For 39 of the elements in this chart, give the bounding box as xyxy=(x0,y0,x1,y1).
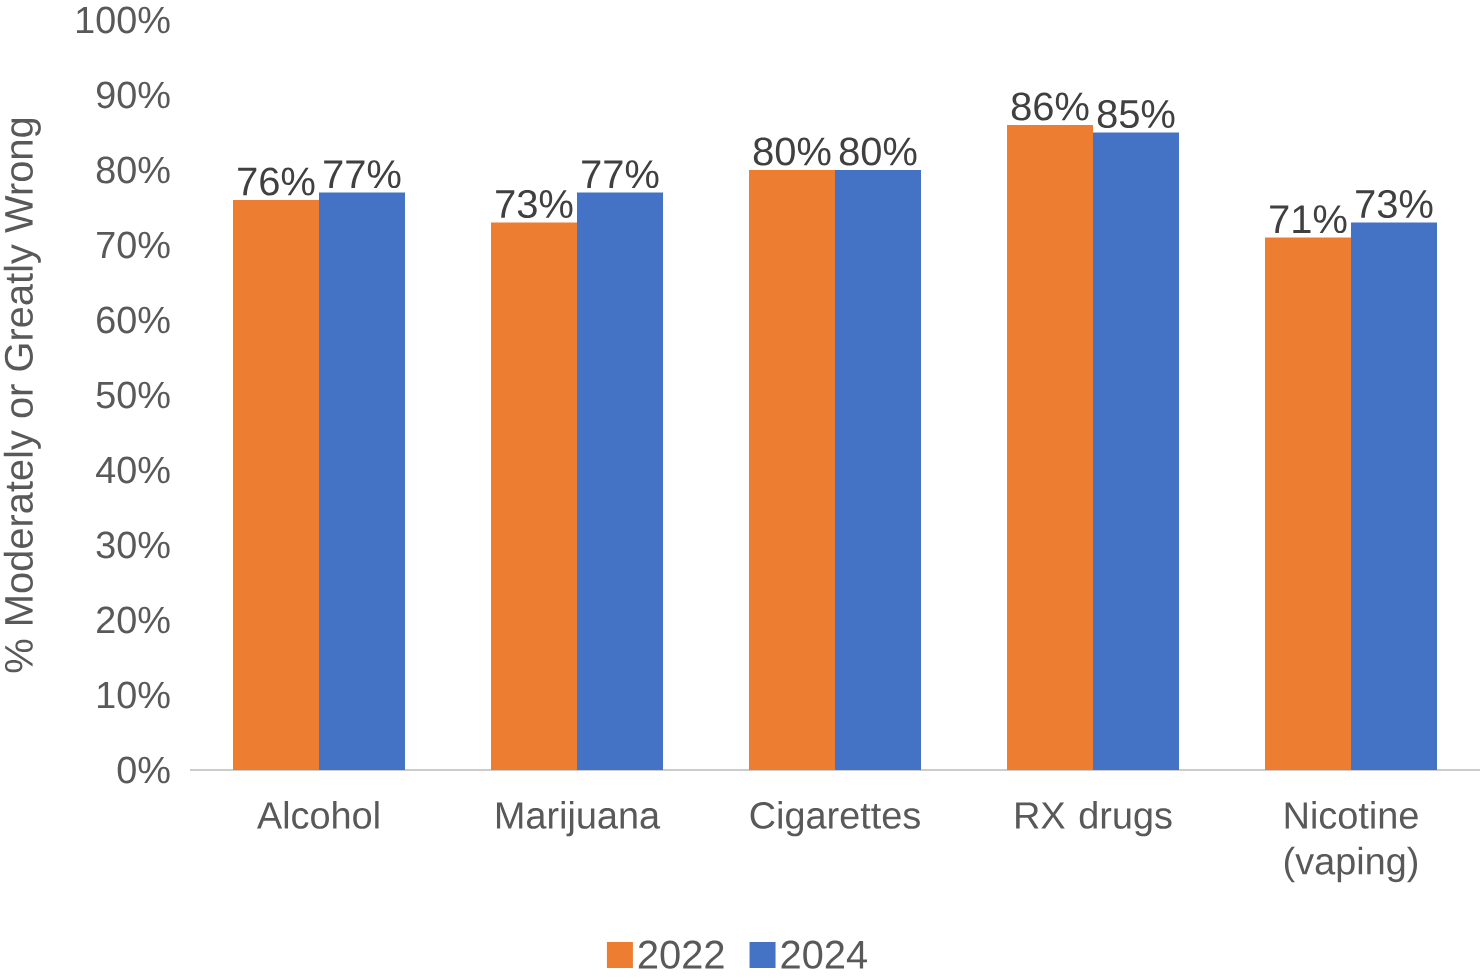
x-tick-label: Cigarettes xyxy=(750,801,920,837)
x-tick-label: RX drugs xyxy=(1016,801,1172,837)
x-tick-label: Nicotine (vaping) xyxy=(1284,801,1418,883)
data-label: 77% xyxy=(582,160,659,189)
bar xyxy=(835,169,922,770)
y-tick-label: 20% xyxy=(97,606,170,634)
bar xyxy=(1007,124,1094,770)
data-label: 77% xyxy=(324,160,401,189)
data-label: 73% xyxy=(496,189,573,219)
y-tick-label: 90% xyxy=(96,81,170,109)
y-tick-label: 0% xyxy=(117,756,170,784)
bar xyxy=(233,199,319,770)
x-tick-label: Marijuana xyxy=(496,801,661,837)
data-label: 85% xyxy=(1097,99,1175,129)
data-label: 80% xyxy=(839,137,917,166)
y-axis-title: % Moderately or Greatly Wrong xyxy=(3,118,41,673)
bar xyxy=(491,222,577,770)
bar xyxy=(1093,132,1180,770)
data-label: 76% xyxy=(238,167,315,196)
y-tick-label: 50% xyxy=(96,381,170,409)
y-tick-label: 80% xyxy=(96,156,170,184)
x-tick-label: Alcohol xyxy=(256,801,379,829)
data-label: 73% xyxy=(1356,189,1433,219)
legend-label: 2024 xyxy=(781,940,867,969)
y-tick-label: 70% xyxy=(97,231,170,259)
bar xyxy=(319,192,405,770)
data-label: 71% xyxy=(1270,205,1347,234)
bar xyxy=(749,169,836,770)
bar xyxy=(1265,237,1352,770)
y-tick-label: 10% xyxy=(98,681,170,709)
bar xyxy=(1351,222,1438,770)
data-label: 86% xyxy=(1011,92,1089,121)
y-tick-label: 40% xyxy=(96,456,170,484)
bar xyxy=(577,192,663,770)
data-label: 80% xyxy=(753,137,831,166)
legend-label: 2022 xyxy=(638,940,724,969)
y-tick-label: 100% xyxy=(77,6,170,34)
y-tick-label: 30% xyxy=(96,531,170,559)
y-tick-label: 60% xyxy=(97,306,170,334)
